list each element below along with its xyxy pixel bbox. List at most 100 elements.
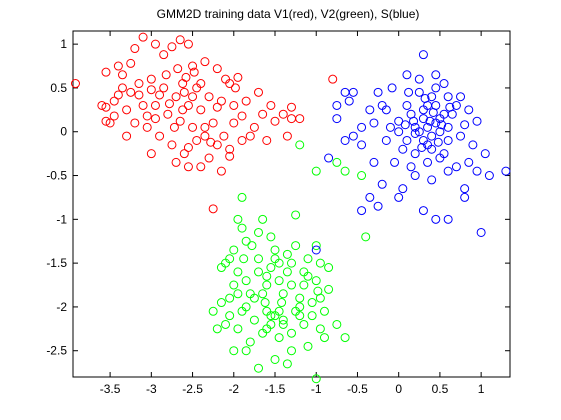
data-point (282, 359, 292, 369)
data-point (266, 232, 276, 242)
data-point (262, 280, 272, 290)
data-point (357, 171, 367, 181)
data-point (270, 116, 280, 126)
data-point (142, 122, 152, 132)
data-point (171, 157, 181, 167)
data-point (439, 79, 449, 89)
data-point (400, 120, 410, 130)
data-point (219, 131, 229, 141)
data-point (266, 263, 276, 273)
data-point (249, 122, 259, 132)
data-point (427, 175, 437, 185)
data-point (377, 179, 387, 189)
data-point (287, 280, 296, 290)
data-point (249, 315, 259, 325)
data-point (101, 67, 111, 77)
data-point (70, 79, 80, 89)
x-tick-label: -0.5 (347, 382, 368, 396)
data-point (282, 267, 292, 277)
data-point (208, 204, 218, 214)
data-point (206, 137, 216, 147)
data-point (204, 92, 214, 102)
data-point (307, 298, 317, 308)
data-point (369, 118, 379, 128)
data-point (414, 74, 424, 84)
data-point (417, 143, 427, 153)
data-point (167, 140, 177, 150)
data-point (233, 214, 243, 224)
data-point (183, 143, 193, 153)
data-point (433, 137, 443, 147)
data-point (418, 114, 428, 124)
data-point (254, 254, 264, 264)
data-point (381, 105, 391, 115)
plot-area (72, 30, 511, 378)
data-point (130, 118, 140, 128)
data-point (212, 324, 222, 334)
data-point (295, 140, 305, 150)
data-point (443, 166, 453, 176)
data-point (138, 100, 148, 110)
data-point (260, 298, 270, 308)
x-tick-label: -3.5 (100, 382, 121, 396)
data-point (410, 149, 420, 159)
data-point (225, 293, 235, 303)
data-point (282, 249, 292, 259)
data-point (175, 35, 185, 45)
data-point (113, 61, 123, 71)
data-point (150, 100, 160, 110)
data-point (212, 64, 222, 74)
data-point (332, 114, 342, 124)
data-point (229, 346, 239, 356)
y-tick-label: -2 (56, 300, 67, 314)
data-point (406, 162, 416, 172)
data-point (464, 157, 474, 167)
data-point (332, 100, 342, 110)
data-point (225, 151, 235, 161)
data-point (414, 127, 424, 137)
data-point (282, 131, 292, 141)
data-point (258, 109, 268, 119)
data-point (445, 102, 455, 112)
data-point (418, 135, 428, 145)
data-point (192, 135, 202, 145)
data-point (295, 302, 305, 312)
data-point (155, 131, 165, 141)
data-point (357, 206, 367, 216)
data-point (369, 157, 379, 167)
data-point (394, 192, 404, 202)
data-point (420, 93, 430, 103)
data-point (155, 90, 165, 100)
data-point (188, 92, 198, 102)
data-point (204, 153, 214, 163)
data-point (183, 162, 193, 172)
data-point (311, 166, 321, 176)
data-point (97, 100, 107, 110)
data-point (410, 171, 420, 181)
x-tick-label: 1 (478, 382, 485, 396)
data-point (443, 135, 453, 145)
data-point (385, 122, 395, 132)
data-point (233, 72, 243, 82)
data-point (192, 83, 202, 93)
data-point (435, 127, 445, 137)
data-point (254, 363, 264, 373)
data-point (404, 87, 414, 97)
data-point (146, 149, 156, 159)
data-point (196, 105, 206, 115)
x-tick-label: -2 (228, 382, 239, 396)
data-point (229, 118, 239, 128)
data-point (311, 245, 321, 255)
data-point (225, 254, 235, 264)
data-point (212, 140, 222, 150)
data-point (443, 122, 453, 132)
data-point (299, 319, 309, 329)
y-tick-label: -0.5 (46, 169, 67, 183)
y-tick-label: -1 (56, 212, 67, 226)
x-axis: -3.5 -3 -2.5 -2 -1.5 -1 -0.5 0 0.5 1 (100, 31, 485, 396)
data-point (134, 79, 144, 89)
data-point (311, 276, 321, 286)
y-tick-label: 1 (60, 37, 67, 51)
data-point (277, 298, 287, 308)
y-tick-label: -1.5 (46, 256, 67, 270)
